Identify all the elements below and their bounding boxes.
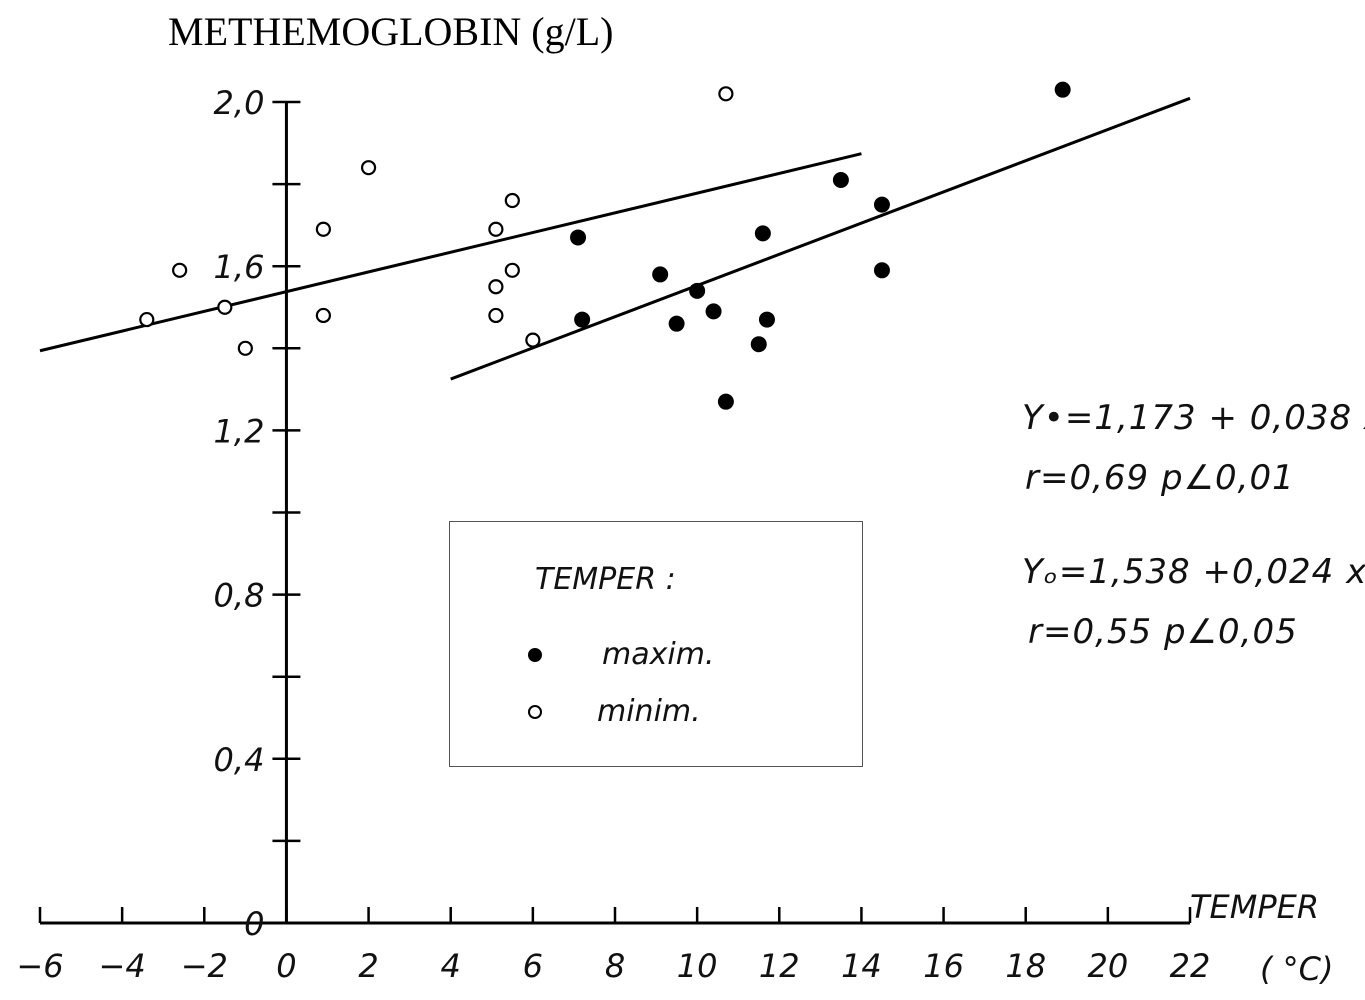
- x-tick-label: 14: [841, 947, 882, 985]
- data-point-minim: [488, 221, 504, 237]
- min-regression-equation: Yₒ=1,538 +0,024 x: [1022, 552, 1365, 592]
- data-point-maxim: [574, 311, 591, 328]
- regression-line-minim: [39, 152, 862, 353]
- data-point-maxim: [570, 229, 587, 246]
- x-tick-label: 0: [276, 947, 296, 985]
- data-point-minim: [360, 160, 377, 176]
- x-axis-label: TEMPER: [1190, 888, 1319, 926]
- data-point-minim: [488, 307, 504, 324]
- data-point-maxim: [832, 171, 849, 188]
- y-tick-label: 2,0: [214, 84, 265, 122]
- x-tick-label: −4: [99, 947, 146, 985]
- x-tick-label: 12: [759, 947, 800, 985]
- max-regression-equation: Y•=1,173 + 0,038 x: [1022, 398, 1365, 438]
- max-regression-stats: r=0,69 p∠0,01: [1025, 458, 1295, 498]
- legend-title: TEMPER :: [535, 562, 676, 597]
- x-tick-label: 8: [605, 947, 625, 985]
- data-point-maxim: [689, 282, 706, 299]
- data-point-minim: [504, 262, 520, 278]
- axes: [38, 100, 1192, 925]
- data-point-maxim: [758, 311, 775, 328]
- data-point-minim: [315, 221, 331, 237]
- data-point-minim: [315, 307, 331, 324]
- tick-labels: −6 −4 −2 0 2 4 6 8 10 12 14 16 18 20 22 0 0,4 0,8 1,2 1,6 2,…: [16, 84, 1210, 985]
- data-point-minim: [525, 332, 541, 348]
- y-tick-label: 1,6: [214, 248, 265, 286]
- legend-label-minim: minim.: [597, 694, 701, 729]
- legend-item-minim: minim.: [528, 694, 701, 729]
- data-point-minim: [718, 86, 734, 102]
- data-point-maxim: [750, 336, 767, 353]
- data-point-maxim: [652, 266, 669, 283]
- y-tick-label: 1,2: [214, 412, 265, 450]
- legend-item-maxim: maxim.: [528, 637, 714, 672]
- open-circle-icon: [528, 704, 542, 719]
- regression-lines: [39, 96, 1191, 381]
- x-tick-label: 16: [923, 947, 964, 985]
- data-point-minim: [217, 299, 233, 315]
- data-points: [139, 81, 1071, 410]
- data-point-minim: [504, 192, 520, 209]
- x-tick-label: −6: [16, 947, 63, 985]
- x-tick-label: 18: [1005, 947, 1046, 985]
- x-tick-label: 4: [441, 947, 461, 985]
- data-point-maxim: [717, 393, 734, 410]
- x-tick-label: −2: [181, 947, 228, 985]
- y-tick-label: 0,4: [214, 741, 265, 779]
- regression-line-maxim: [450, 96, 1191, 381]
- x-tick-label: 20: [1087, 947, 1128, 985]
- data-point-minim: [172, 262, 188, 278]
- x-tick-label: 10: [677, 947, 718, 985]
- chart-title: METHEMOGLOBIN (g/L): [168, 9, 614, 54]
- x-axis-unit: ( °C): [1260, 950, 1333, 988]
- legend-label-maxim: maxim.: [602, 637, 715, 672]
- data-point-minim: [139, 311, 155, 328]
- y-tick-label: 0: [244, 905, 264, 943]
- x-tick-label: 22: [1170, 947, 1211, 985]
- legend: TEMPER : maxim. minim.: [449, 521, 863, 767]
- data-point-maxim: [873, 262, 890, 279]
- x-tick-label: 2: [358, 947, 378, 985]
- data-point-maxim: [705, 303, 722, 320]
- x-tick-label: 6: [523, 947, 543, 985]
- data-point-maxim: [668, 315, 685, 332]
- y-tick-label: 0,8: [214, 577, 265, 615]
- data-point-maxim: [1054, 81, 1071, 98]
- filled-circle-icon: [528, 647, 542, 662]
- min-regression-stats: r=0,55 p∠0,05: [1028, 612, 1298, 652]
- data-point-maxim: [873, 196, 890, 213]
- data-point-maxim: [754, 225, 771, 242]
- data-point-minim: [488, 279, 504, 295]
- data-point-minim: [237, 340, 253, 356]
